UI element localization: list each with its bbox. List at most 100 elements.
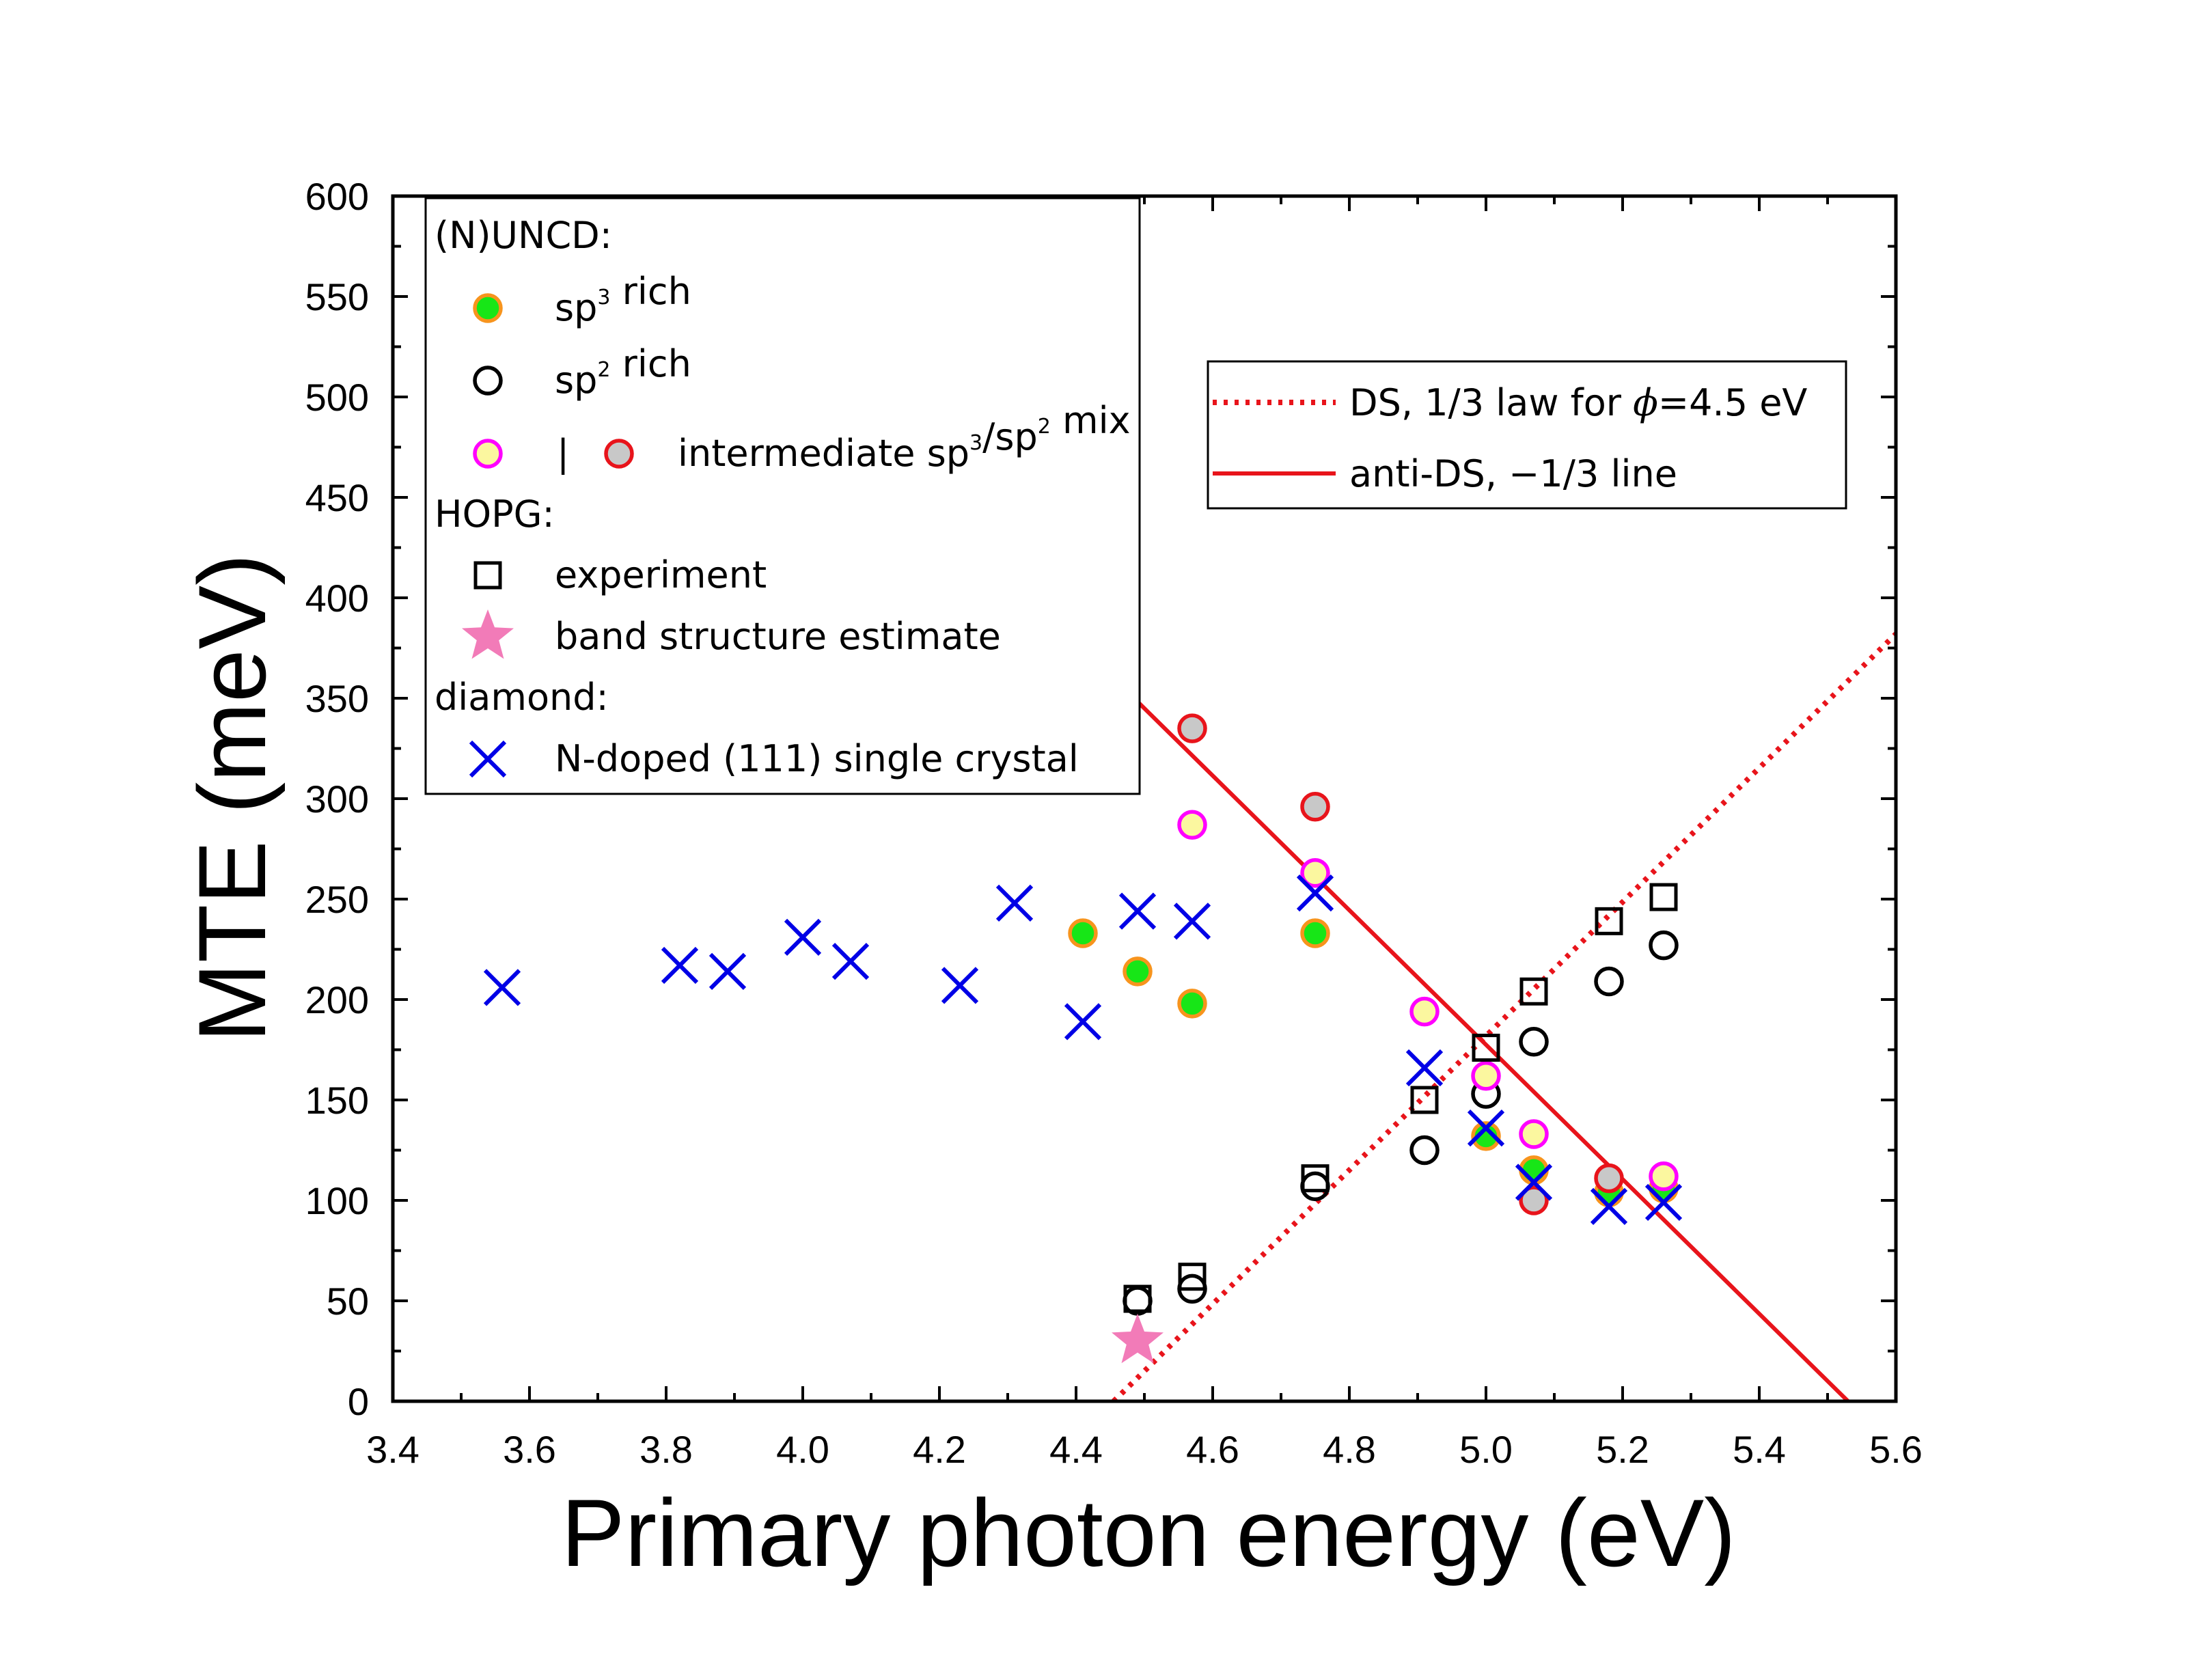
data-point bbox=[1471, 1121, 1501, 1151]
ds-law-line bbox=[1112, 632, 1896, 1401]
y-tick-label: 600 bbox=[305, 175, 369, 218]
data-point bbox=[1409, 996, 1440, 1027]
data-point bbox=[1649, 930, 1679, 961]
legend-marker bbox=[469, 740, 507, 778]
data-point bbox=[1300, 1171, 1330, 1202]
data-point bbox=[1123, 1284, 1152, 1313]
y-tick-label: 0 bbox=[348, 1380, 369, 1423]
data-point bbox=[1296, 875, 1334, 912]
legend-entry-label: band structure estimate bbox=[555, 615, 1001, 658]
data-point bbox=[1177, 989, 1207, 1019]
data-point bbox=[1590, 1187, 1628, 1225]
y-tick-label: 550 bbox=[305, 275, 369, 318]
data-point bbox=[1519, 1155, 1549, 1185]
legend-marker bbox=[473, 366, 503, 396]
legend-line-label: DS, 1/3 law for ϕ=4.5 eV bbox=[1349, 381, 1807, 424]
data-point bbox=[995, 884, 1034, 922]
y-tick-label: 450 bbox=[305, 476, 369, 519]
y-tick-label: 250 bbox=[305, 878, 369, 921]
data-point bbox=[1064, 1003, 1102, 1041]
legend-marker bbox=[604, 439, 634, 469]
data-point bbox=[1519, 977, 1548, 1006]
legend-main-box bbox=[424, 197, 1141, 795]
x-tick-label: 5.2 bbox=[1596, 1428, 1649, 1471]
data-point bbox=[1300, 858, 1330, 888]
data-point bbox=[1177, 810, 1207, 840]
x-axis-title: Primary photon energy (eV) bbox=[561, 1479, 1736, 1586]
y-tick-label: 200 bbox=[305, 978, 369, 1021]
legends: (N)UNCD: sp3 rich sp2 rich | intermediate sp… bbox=[424, 197, 1847, 795]
y-axis-title: MTE (meV) bbox=[178, 553, 286, 1043]
x-tick-label: 5.6 bbox=[1869, 1428, 1923, 1471]
data-point bbox=[784, 918, 822, 956]
data-point bbox=[1467, 1110, 1505, 1147]
data-point bbox=[661, 946, 699, 984]
data-point bbox=[1594, 966, 1624, 997]
y-tick-label: 300 bbox=[305, 777, 369, 821]
x-tick-label: 5.4 bbox=[1733, 1428, 1786, 1471]
data-point bbox=[1595, 907, 1623, 935]
x-tick-label: 4.6 bbox=[1186, 1428, 1239, 1471]
data-point bbox=[1649, 883, 1678, 911]
data-point bbox=[1410, 1086, 1439, 1114]
data-points bbox=[483, 713, 1683, 1364]
data-point bbox=[1405, 1049, 1444, 1087]
data-point bbox=[1173, 903, 1211, 940]
data-point bbox=[1519, 1119, 1549, 1149]
data-point bbox=[941, 967, 979, 1004]
y-tick-label: 400 bbox=[305, 577, 369, 620]
y-tick-label: 150 bbox=[305, 1079, 369, 1122]
x-tick-label: 4.4 bbox=[1049, 1428, 1103, 1471]
data-point bbox=[1644, 1183, 1683, 1222]
data-point bbox=[1177, 713, 1207, 743]
x-tick-label: 5.0 bbox=[1459, 1428, 1513, 1471]
legend-marker bbox=[473, 439, 503, 469]
x-tick-label: 4.0 bbox=[776, 1428, 829, 1471]
legend-lines-box bbox=[1207, 360, 1847, 510]
legend-line-label: anti-DS, −1/3 line bbox=[1349, 452, 1677, 495]
data-point bbox=[1519, 1185, 1549, 1215]
legend-entry-label: experiment bbox=[555, 553, 767, 596]
data-point bbox=[1118, 892, 1157, 930]
data-point bbox=[1472, 1034, 1500, 1062]
legend-separator: | bbox=[557, 432, 569, 475]
data-point bbox=[1112, 1313, 1164, 1364]
fit-lines bbox=[1112, 632, 1896, 1401]
legend-entry-label: sp3 rich bbox=[555, 270, 691, 329]
x-tick-label: 3.8 bbox=[639, 1428, 693, 1471]
x-tick-label: 4.8 bbox=[1323, 1428, 1376, 1471]
legend-entry-label: sp2 rich bbox=[555, 342, 691, 402]
legend-entry-label: N-doped (111) single crystal bbox=[555, 737, 1079, 780]
data-point bbox=[1515, 1163, 1553, 1201]
x-tick-label: 4.2 bbox=[913, 1428, 966, 1471]
legend-marker bbox=[473, 561, 502, 590]
legend-marker bbox=[473, 293, 503, 323]
data-point bbox=[1519, 1026, 1549, 1057]
legend-entry-label: intermediate sp3/sp2 mix bbox=[678, 399, 1131, 475]
data-point bbox=[1300, 918, 1330, 948]
data-point bbox=[1300, 792, 1330, 822]
x-tick-label: 3.6 bbox=[503, 1428, 556, 1471]
data-point bbox=[831, 943, 870, 980]
legend-marker bbox=[462, 609, 514, 659]
data-point bbox=[708, 952, 747, 990]
data-point bbox=[1649, 1161, 1679, 1192]
data-point bbox=[1068, 918, 1098, 948]
legend-group-heading: HOPG: bbox=[435, 493, 555, 536]
data-point bbox=[1178, 1263, 1207, 1291]
data-point bbox=[1409, 1135, 1440, 1166]
data-point bbox=[1471, 1060, 1501, 1091]
legend-group-heading: (N)UNCD: bbox=[435, 214, 612, 257]
legend-group-heading: diamond: bbox=[435, 676, 609, 719]
data-point bbox=[483, 969, 521, 1006]
y-tick-label: 50 bbox=[327, 1280, 369, 1323]
data-point bbox=[1301, 1164, 1330, 1193]
y-tick-label: 500 bbox=[305, 376, 369, 419]
y-tick-label: 350 bbox=[305, 677, 369, 720]
data-point bbox=[1594, 1163, 1624, 1194]
axes: 3.4 3.6 3.8 4.0 4.2 4.4 4.6 4.8 5.0 5.2 5.4 5.6 0 50 1… bbox=[305, 175, 1923, 1471]
anti-ds-line bbox=[1122, 687, 1850, 1401]
data-point bbox=[1123, 956, 1153, 987]
